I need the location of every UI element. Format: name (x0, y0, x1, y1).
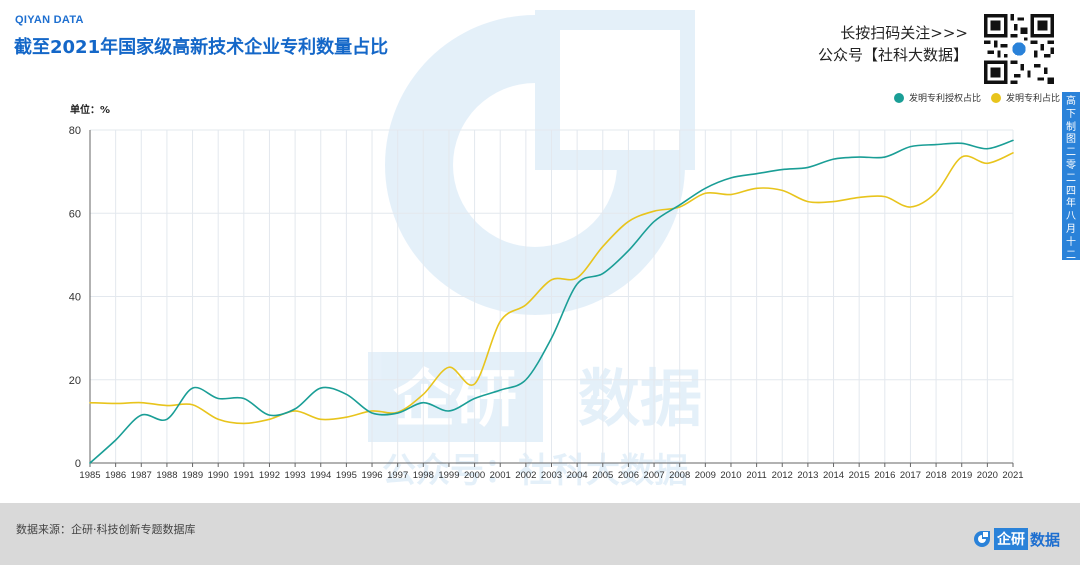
axes (89, 130, 1014, 467)
watermark: 企研 数据 公众号：社科大数据 (368, 10, 702, 491)
x-tick-labels: 1985 1986 1987 1988 1989 1990 1991 1992 1993 1994… (79, 470, 1023, 481)
x-tick-label: 2006 (618, 470, 639, 481)
x-tick-label: 1992 (259, 470, 280, 481)
x-tick-label: 2004 (567, 470, 588, 481)
logo-circle-icon (974, 531, 990, 547)
data-source: 数据来源：企研·科技创新专题数据库 (16, 523, 196, 536)
x-tick-label: 1999 (438, 470, 459, 481)
promo-line-1: 长按扫码关注>>> (840, 24, 968, 42)
x-tick-label: 1991 (233, 470, 254, 481)
x-tick-label: 2012 (772, 470, 793, 481)
x-tick-label: 2010 (720, 470, 741, 481)
qr-code-icon[interactable] (984, 14, 1054, 84)
footer-logo: 企研 数据 (973, 528, 1060, 550)
x-tick-label: 2016 (874, 470, 895, 481)
x-tick-label: 1993 (285, 470, 306, 481)
series-lines (89, 139, 1014, 464)
x-tick-label: 2018 (926, 470, 947, 481)
legend: 发明专利授权占比 发明专利占比 (884, 91, 1060, 104)
x-tick-label: 2015 (849, 470, 870, 481)
x-tick-label: 2020 (977, 470, 998, 481)
watermark-sub: 公众号：社科大数据 (382, 451, 688, 491)
footer-bar (0, 503, 1080, 565)
series-line-invention-patent-share (89, 152, 1014, 425)
x-tick-label: 2011 (746, 470, 766, 481)
x-tick-label: 1989 (182, 470, 203, 481)
x-tick-label: 2009 (695, 470, 716, 481)
y-tick-label: 60 (69, 208, 81, 220)
sidebar-strip (1062, 92, 1080, 260)
x-tick-label: 1996 (361, 470, 382, 481)
x-tick-label: 1995 (336, 470, 357, 481)
sidebar-caption: 高下制图 二零二四年八月十二日 (1066, 96, 1076, 274)
legend-yellow-dot-icon (990, 92, 1001, 103)
series-line-invention-grant-share (89, 139, 1014, 464)
x-tick-label: 1987 (131, 470, 152, 481)
legend-item-yellow[interactable]: 发明专利占比 (990, 91, 1060, 104)
y-axis-label: 单位：% (70, 103, 110, 116)
legend-teal-dot-icon (893, 92, 904, 103)
legend-teal-label: 发明专利授权占比 (908, 94, 981, 104)
chart-title: 截至2021年国家级高新技术企业专利数量占比 (14, 37, 389, 58)
x-tick-label: 1998 (413, 470, 434, 481)
x-tick-label: 2002 (515, 470, 536, 481)
y-tick-labels: 0 20 40 60 80 (69, 125, 81, 470)
legend-yellow-label: 发明专利占比 (1005, 94, 1060, 104)
footer-logo-box: 企研 (994, 528, 1028, 550)
watermark-logo-box: 企研 (393, 362, 517, 435)
x-tick-label: 2003 (541, 470, 562, 481)
footer-logo-text: 数据 (1030, 530, 1061, 549)
x-tick-label: 2021 (1002, 470, 1023, 481)
x-tick-label: 2017 (900, 470, 921, 481)
brand-label: QIYAN DATA (15, 14, 84, 26)
y-tick-label: 20 (69, 375, 81, 387)
x-tick-label: 2007 (643, 470, 664, 481)
x-tick-label: 1986 (105, 470, 126, 481)
x-tick-label: 2019 (951, 470, 972, 481)
y-tick-label: 40 (69, 292, 81, 304)
y-tick-label: 0 (75, 458, 81, 470)
x-tick-label: 2013 (797, 470, 818, 481)
x-tick-label: 2000 (464, 470, 485, 481)
x-tick-label: 2008 (669, 470, 690, 481)
x-tick-label: 2005 (592, 470, 613, 481)
x-tick-label: 2001 (490, 470, 511, 481)
legend-item-teal[interactable]: 发明专利授权占比 (893, 91, 981, 104)
watermark-logo-text: 数据 (578, 362, 702, 435)
x-tick-label: 1997 (387, 470, 408, 481)
promo-line-2: 公众号【社科大数据】 (817, 46, 968, 64)
x-tick-label: 2014 (823, 470, 844, 481)
x-tick-label: 1990 (208, 470, 229, 481)
x-tick-label: 1994 (310, 470, 331, 481)
x-tick-label: 1985 (79, 470, 100, 481)
x-tick-label: 1988 (156, 470, 177, 481)
y-tick-label: 80 (69, 125, 81, 137)
